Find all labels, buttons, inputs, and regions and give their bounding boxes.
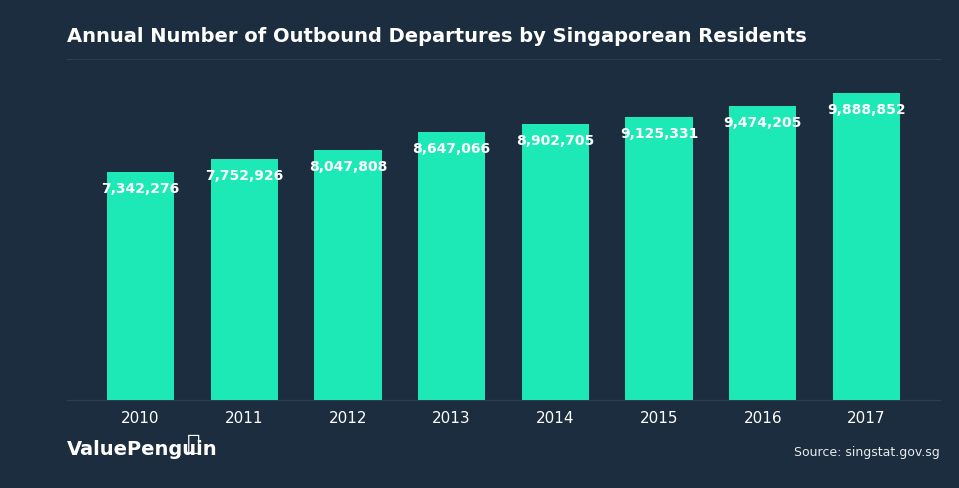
Text: 9,474,205: 9,474,205 bbox=[723, 116, 802, 130]
Bar bbox=[522, 123, 589, 400]
Bar bbox=[832, 93, 901, 400]
Text: ⬧: ⬧ bbox=[187, 434, 200, 454]
Text: 8,647,066: 8,647,066 bbox=[412, 142, 491, 156]
Bar bbox=[106, 172, 175, 400]
Text: 8,047,808: 8,047,808 bbox=[309, 160, 387, 174]
Bar bbox=[418, 132, 485, 400]
Text: Annual Number of Outbound Departures by Singaporean Residents: Annual Number of Outbound Departures by … bbox=[67, 27, 807, 46]
Text: 7,752,926: 7,752,926 bbox=[205, 169, 283, 183]
Text: 9,125,331: 9,125,331 bbox=[620, 127, 698, 141]
Bar bbox=[729, 106, 796, 400]
Text: 9,888,852: 9,888,852 bbox=[827, 103, 905, 117]
Text: 7,342,276: 7,342,276 bbox=[102, 182, 179, 196]
Text: ValuePenguin: ValuePenguin bbox=[67, 440, 218, 459]
Bar bbox=[315, 150, 382, 400]
Text: Source: singstat.gov.sg: Source: singstat.gov.sg bbox=[794, 446, 940, 459]
Text: 8,902,705: 8,902,705 bbox=[516, 134, 595, 148]
Bar bbox=[211, 160, 278, 400]
Bar bbox=[625, 117, 692, 400]
